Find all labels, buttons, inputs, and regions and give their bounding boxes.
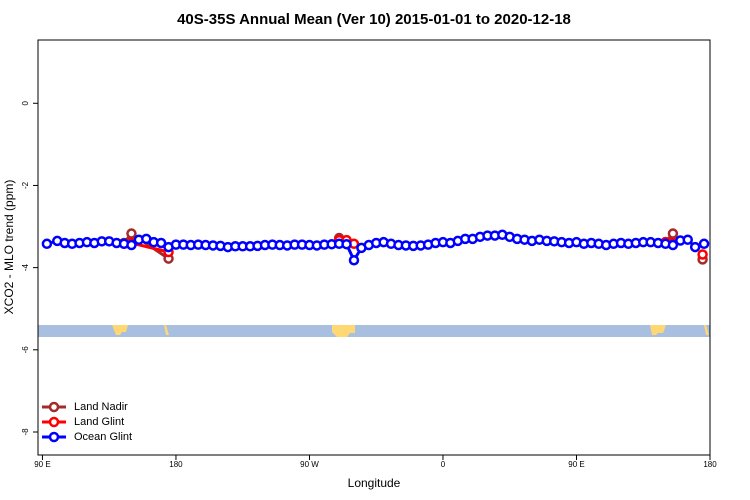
point <box>41 238 53 250</box>
x-tick-label: 180 <box>703 460 717 469</box>
legend-marker <box>48 416 60 428</box>
x-tick-label: 90 W <box>300 460 319 469</box>
legend-marker <box>48 401 60 413</box>
x-tick-label: 90 E <box>34 460 50 469</box>
plot-frame <box>37 39 711 456</box>
x-axis-label: Longitude <box>348 476 401 490</box>
point <box>682 234 693 245</box>
x-tick-label: 90 E <box>568 460 584 469</box>
y-axis-label: XCO2 - MLO trend (ppm) <box>2 180 16 315</box>
y-tick-label: -2 <box>21 181 30 189</box>
point <box>667 228 679 239</box>
legend-label: Land Glint <box>74 416 124 428</box>
map-strip <box>38 325 710 337</box>
point <box>697 249 708 260</box>
point <box>689 241 701 253</box>
point <box>155 237 167 249</box>
point <box>667 239 679 251</box>
legend-label: Land Nadir <box>74 401 128 413</box>
x-tick-label: 0 <box>441 460 446 469</box>
y-tick-label: -8 <box>21 428 30 436</box>
legend-marker <box>48 431 60 443</box>
x-tick-label: 180 <box>169 460 183 469</box>
point <box>126 228 137 239</box>
y-tick-label: -4 <box>21 264 30 272</box>
y-tick-label: 0 <box>21 101 30 106</box>
point <box>348 254 360 266</box>
y-tick-label: -6 <box>21 346 30 354</box>
chart-title: 40S-35S Annual Mean (Ver 10) 2015-01-01 … <box>177 11 571 28</box>
legend-label: Ocean Glint <box>74 431 132 443</box>
point <box>126 239 137 251</box>
point <box>698 238 710 250</box>
point <box>341 238 352 250</box>
